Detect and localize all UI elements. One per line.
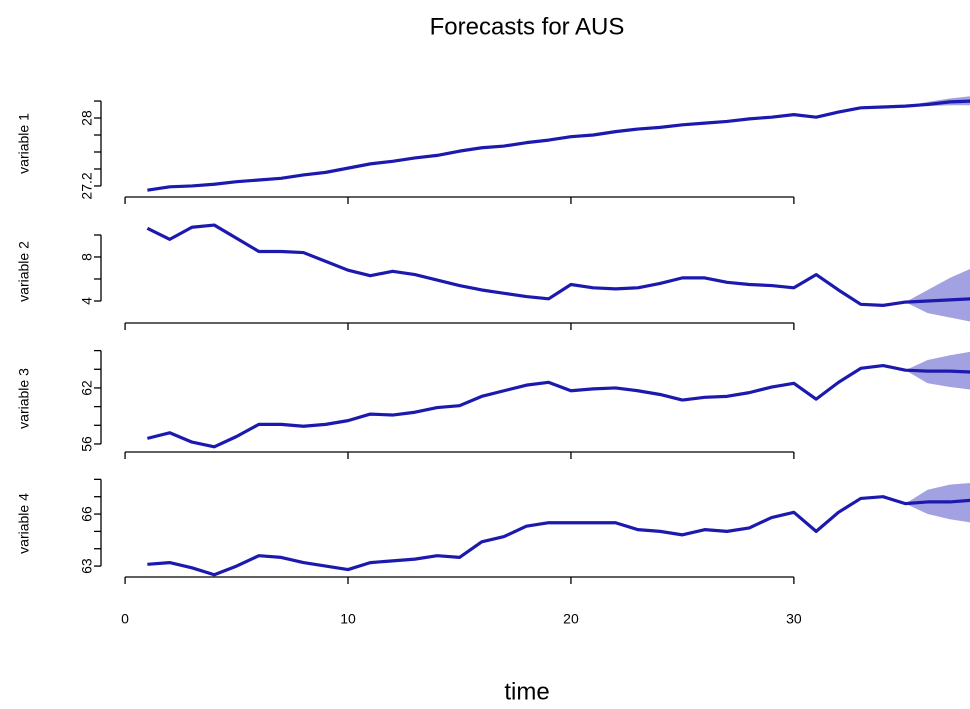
y-tick-label: 56 xyxy=(79,436,95,452)
y-axis-label: variable 3 xyxy=(16,368,32,429)
x-tick-label: 0 xyxy=(121,611,129,627)
forecast-band xyxy=(905,268,970,322)
y-tick-label: 62 xyxy=(79,380,95,396)
panel xyxy=(146,351,970,449)
y-tick-label: 66 xyxy=(79,506,95,522)
x-axis-label: time xyxy=(504,678,549,705)
y-tick-label: 4 xyxy=(79,297,95,305)
x-tick-label: 10 xyxy=(340,611,356,627)
series-line xyxy=(147,495,970,577)
y-tick-label: 63 xyxy=(79,558,95,574)
panel xyxy=(146,223,970,322)
x-tick-label: 30 xyxy=(786,611,802,627)
panel xyxy=(147,483,970,577)
y-axis-label: variable 4 xyxy=(16,493,32,554)
y-tick-label: 28 xyxy=(79,110,95,126)
y-axis-label: variable 2 xyxy=(16,241,32,302)
y-tick-label: 27.2 xyxy=(79,172,95,199)
y-axis-label: variable 1 xyxy=(16,113,32,174)
y-tick-label: 8 xyxy=(79,253,95,261)
series-line xyxy=(147,99,970,192)
series-line xyxy=(146,363,970,449)
panel xyxy=(147,96,970,192)
series-line xyxy=(146,223,970,307)
x-tick-label: 20 xyxy=(563,611,579,627)
chart-title: Forecasts for AUS xyxy=(430,13,625,40)
